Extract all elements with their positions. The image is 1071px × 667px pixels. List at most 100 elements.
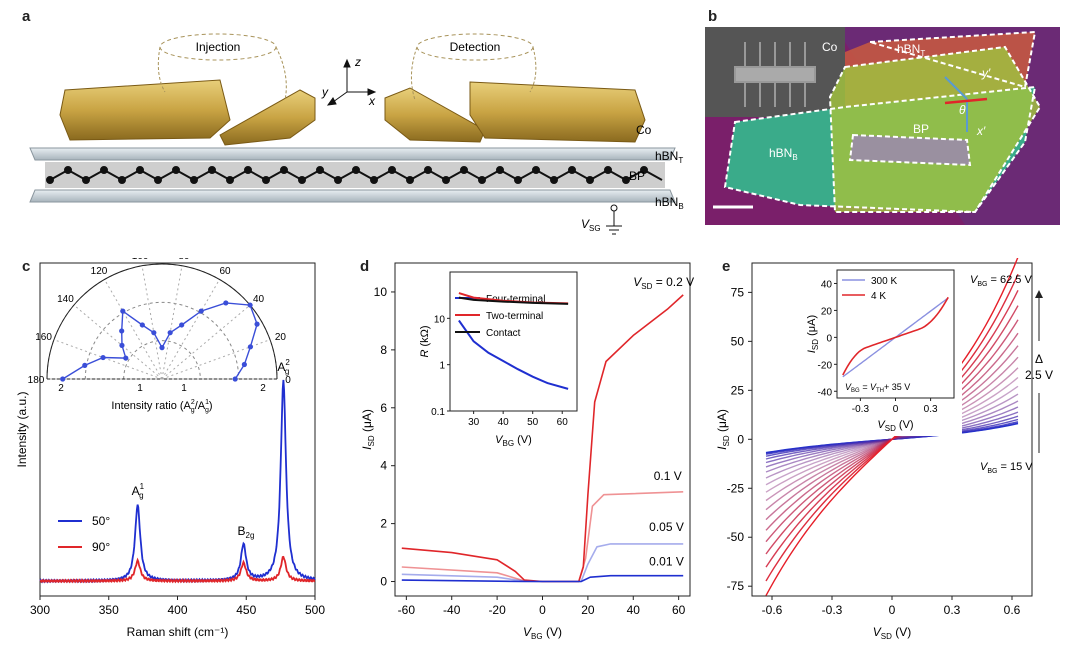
optical-micrograph: Co hBNT BP hBNB y′ x′ θ (705, 27, 1060, 225)
chart-d-ytick-label-3: 6 (380, 401, 387, 415)
chart-e-delta: Δ (1035, 352, 1043, 366)
chart-d-inset-xtick-label-3: 60 (557, 417, 569, 428)
chart-e-delta-value: 2.5 V (1025, 368, 1053, 382)
panel-e-letter: e (722, 258, 731, 275)
chart-c-inset-ring-2 (84, 301, 240, 380)
chart-c-inset-angle-8: 160 (35, 332, 52, 343)
chart-d-ytick-label-5: 10 (374, 285, 388, 299)
chart-e-xtick-label-1: -0.3 (822, 603, 843, 617)
chart-d-xtick-label-0: -60 (398, 603, 416, 617)
panel-b-letter: b (708, 8, 718, 25)
chart-c-inset-angle-3: 60 (219, 266, 231, 277)
channel-region (850, 135, 970, 165)
injection-label: Injection (196, 40, 241, 54)
chart-d-series-1 (401, 491, 684, 583)
bp-layer (45, 162, 665, 188)
chart-d-xtick-label-4: 20 (581, 603, 595, 617)
b-hbn-t-label: hBNT (897, 42, 925, 58)
chart-d-curve-label-3: 0.01 V (649, 555, 684, 569)
hbn-bottom-layer (29, 189, 676, 203)
chart-e-curve-19 (765, 258, 1019, 596)
chart-c-peak-label-0: A1 g (132, 482, 145, 500)
chart-e-xtick-label-3: 0.3 (944, 603, 961, 617)
chart-c-inset-angle-6: 120 (91, 266, 108, 277)
chart-e-xlabel: VSD (V) (873, 625, 911, 641)
chart-c-inset-angle-7: 140 (57, 294, 74, 305)
chart-c-inset-spoke-4 (161, 265, 183, 380)
chart-d-curve-label-0: VSD = 0.2 V (633, 275, 694, 291)
co-contact-inner-left (219, 89, 316, 146)
chart-d-ytick-label-0: 0 (380, 575, 387, 589)
chart-d-ylabel: ISD (μA) (360, 409, 376, 450)
chart-d-inset-xlabel: VBG (V) (495, 434, 532, 448)
chart-d-inset-bg (425, 268, 582, 451)
chart-c-xtick-label-3: 450 (236, 603, 256, 617)
chart-c-inset-rtick-0: 2 (58, 383, 64, 394)
chart-c-inset-spoke-3 (161, 279, 220, 380)
chart-c-inset-spoke-8 (53, 339, 163, 380)
b-hbn-b-label: hBNB (769, 146, 798, 162)
z-axis-label: z (354, 55, 361, 69)
chart-c-inset-ring-1 (123, 340, 201, 380)
chart-e-inset-legend-text-0: 300 K (871, 276, 897, 287)
co-label: Co (636, 123, 652, 137)
co-contact-outer-right (469, 81, 646, 143)
co-contact-outer-left (59, 79, 231, 141)
chart-c-inset-spoke-1 (161, 339, 271, 380)
chart-c-xtick-label-2: 400 (167, 603, 187, 617)
chart-e-xtick-label-2: 0 (889, 603, 896, 617)
chart-d-xtick-label-1: -40 (443, 603, 461, 617)
chart-e-inset-xtick-label-2: 0.3 (924, 404, 938, 415)
chart-c-inset-spoke-7 (73, 304, 163, 380)
panel-c-letter: c (22, 258, 31, 275)
chart-c-raman: 300 350 400 450 500 Raman shift (cm⁻¹) Intensi… (15, 258, 325, 639)
chart-d-inset-ytick-label-0: 0.1 (431, 407, 445, 418)
chart-e-vbg-top: VBG = 62.5 V (970, 274, 1032, 288)
chart-d-inset-legend-text-0: Four-terminal (486, 294, 545, 305)
chart-c-inset-rtick-1: 1 (137, 383, 143, 394)
chart-e-inset-xlabel: VSD (V) (877, 419, 913, 433)
chart-d-inset-ytick-label-2: 10 (434, 314, 446, 325)
y-axis-label: y (321, 85, 329, 99)
chart-c-inset-angle-1: 20 (275, 332, 287, 343)
chart-e-inset-ytick-label-1: -20 (818, 360, 833, 371)
ground-symbol (606, 204, 622, 235)
chart-c-inset-outer (46, 263, 278, 380)
chart-e-arrow-head (1035, 290, 1043, 298)
chart-c-legend-text-1: 90° (92, 540, 110, 554)
chart-d-xtick-label-5: 40 (627, 603, 641, 617)
chart-c-inset-angle-5: 100 (132, 258, 149, 262)
chart-c-inset-rtick-2: 1 (181, 383, 187, 394)
b-bp-label: BP (913, 122, 929, 136)
chart-c-ylabel: Intensity (a.u.) (15, 391, 29, 467)
chart-d-inset-legend-text-1: Two-terminal (486, 311, 543, 322)
chart-e-inset-xtick-label-1: 0 (893, 404, 899, 415)
chart-c-inset-spoke-6 (104, 279, 163, 380)
chart-d-transfer: -60 -40 -20 0 20 40 60 0 2 4 6 8 10 VBG (V) ISD (μA) VS… (360, 262, 694, 641)
chart-c-xlabel: Raman shift (cm⁻¹) (127, 625, 229, 639)
chart-e-xtick-label-4: 0.6 (1004, 603, 1021, 617)
b-theta: θ (959, 103, 966, 117)
device-schematic: Injection Detection z y x Co hBNT BP hBN… (29, 33, 684, 235)
co-contact-inner-right (384, 87, 486, 143)
chart-e-inset-ytick-label-0: -40 (818, 387, 833, 398)
chart-c-inset-spoke-2 (161, 304, 251, 380)
chart-d-inset-series-0 (458, 319, 569, 390)
chart-d-inset-ylabel: R (kΩ) (419, 325, 431, 357)
vsg-label: VSG (581, 217, 601, 233)
chart-e-inset-bg (807, 268, 962, 436)
chart-c-inset-angle-4: 80 (178, 258, 190, 262)
chart-c-xtick-label-0: 300 (30, 603, 50, 617)
chart-d-inset-frame (449, 271, 578, 412)
chart-c-inset-spoke-5 (141, 265, 163, 380)
chart-e-ylabel: ISD (μA) (715, 409, 731, 450)
hbn-top-layer (29, 147, 676, 161)
chart-e-ytick-label-1: -50 (727, 530, 745, 544)
axes-triad (326, 58, 377, 106)
chart-c-xtick-label-4: 500 (305, 603, 325, 617)
chart-d-xtick-label-2: -20 (488, 603, 506, 617)
chart-d-inset-ytick-label-1: 1 (439, 361, 445, 372)
chart-c-xtick-label-1: 350 (99, 603, 119, 617)
chart-e-ytick-label-2: -25 (727, 481, 745, 495)
chart-d-curve-label-1: 0.1 V (654, 469, 682, 483)
